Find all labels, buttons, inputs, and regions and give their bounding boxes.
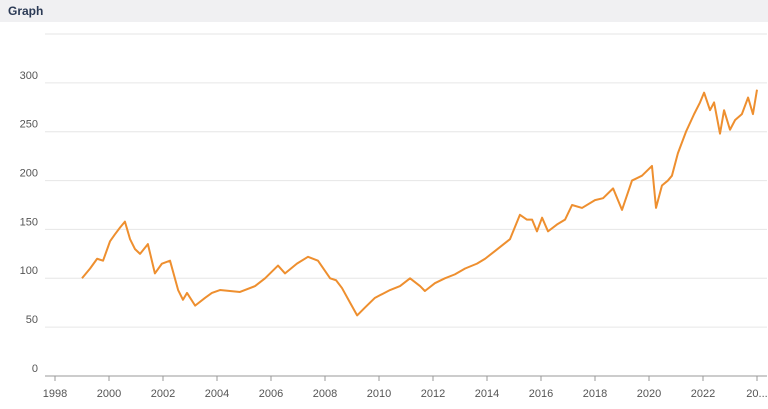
y-tick-label: 50 (26, 314, 38, 326)
x-tick-label: 2010 (367, 388, 391, 400)
y-tick-label: 100 (20, 265, 38, 277)
x-tick-label: 2022 (691, 388, 715, 400)
x-tick-label: 2014 (475, 388, 499, 400)
x-tick-label: 2006 (259, 388, 283, 400)
x-tick-label: 20... (746, 388, 767, 400)
x-tick-label: 1998 (43, 388, 67, 400)
header-bar (0, 0, 768, 22)
y-tick-label: 300 (20, 70, 38, 82)
series-line (81, 89, 758, 317)
x-tick-label: 2018 (583, 388, 607, 400)
x-tick-label: 2000 (97, 388, 121, 400)
x-tick-label: 2020 (637, 388, 661, 400)
x-tick-label: 2012 (421, 388, 445, 400)
y-tick-label: 250 (20, 119, 38, 131)
x-tick-label: 2002 (151, 388, 175, 400)
header-title: Graph (8, 4, 43, 18)
x-tick-label: 2008 (313, 388, 337, 400)
x-tick-label: 2016 (529, 388, 553, 400)
x-tick-label: 2004 (205, 388, 229, 400)
y-tick-label: 150 (20, 216, 38, 228)
y-tick-label: 200 (20, 167, 38, 179)
y-tick-label: 0 (32, 363, 38, 375)
